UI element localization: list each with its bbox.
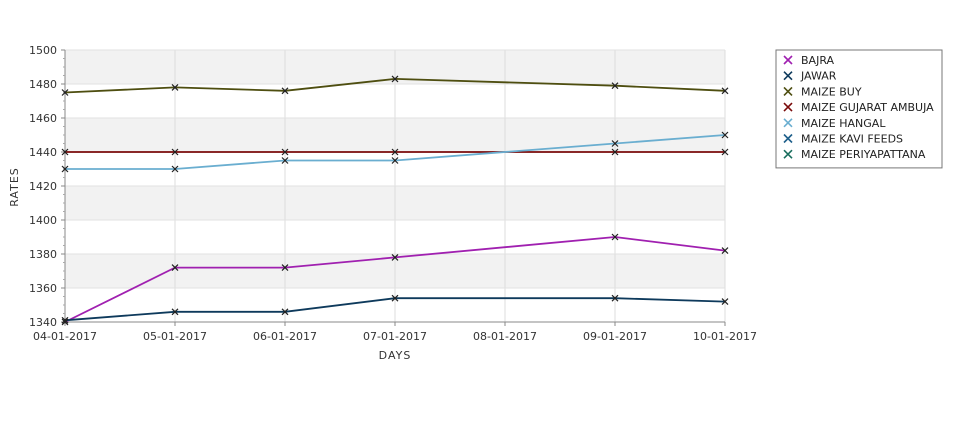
legend-swatch: [783, 133, 793, 144]
legend-item: MAIZE HANGAL: [783, 117, 886, 130]
data-point-marker: [281, 157, 289, 164]
x-tick-label: 09-01-2017: [583, 330, 647, 343]
data-point-marker: [611, 140, 619, 147]
legend-item: BAJRA: [783, 54, 835, 67]
legend-label: JAWAR: [800, 70, 837, 83]
legend-label: MAIZE HANGAL: [801, 117, 886, 130]
x-tick-label: 10-01-2017: [693, 330, 757, 343]
data-point-marker: [721, 247, 729, 255]
data-point-marker: [611, 294, 619, 302]
data-point-marker: [721, 87, 729, 95]
data-point-marker: [171, 165, 179, 173]
x-tick-label: 05-01-2017: [143, 330, 207, 343]
data-point-marker: [171, 308, 179, 316]
legend-label: MAIZE BUY: [801, 85, 862, 98]
data-point-marker: [391, 253, 399, 261]
legend-swatch: [783, 102, 793, 112]
legend-item: MAIZE GUJARAT AMBUJA: [783, 101, 934, 114]
y-tick-label: 1360: [29, 282, 57, 295]
data-point-marker: [171, 83, 179, 91]
legend: BAJRA JAWAR MAIZE BUY MAIZE GUJARAT AMBUJA M…: [775, 49, 943, 169]
data-point-marker: [171, 148, 179, 156]
data-point-marker: [61, 318, 69, 326]
data-point-marker: [171, 264, 179, 272]
data-point-marker: [61, 148, 69, 156]
legend-item: JAWAR: [783, 70, 837, 83]
series-line: [64, 77, 726, 94]
legend-swatch: [783, 86, 793, 96]
data-point-marker: [281, 87, 289, 95]
data-point-marker: [391, 148, 399, 156]
data-point-marker: [611, 148, 619, 156]
legend-swatch: [783, 118, 793, 128]
data-point-marker: [281, 264, 289, 272]
y-tick-label: 1480: [29, 78, 57, 91]
data-point-marker: [391, 75, 399, 83]
legend-item: MAIZE BUY: [783, 85, 862, 98]
x-axis-title: DAYS: [379, 349, 412, 362]
series-line: [65, 134, 726, 170]
legend-item: MAIZE PERIYAPATTANA: [783, 148, 926, 161]
x-tick-label: 08-01-2017: [473, 330, 537, 343]
tick-labels: 1340 1360 1380 1400 1420 1440 1460 1480 1500 04-0…: [29, 44, 757, 343]
y-tick-label: 1400: [29, 214, 57, 227]
series-layer: [61, 75, 729, 326]
data-point-marker: [61, 165, 69, 173]
x-tick-label: 04-01-2017: [33, 330, 97, 343]
data-point-marker: [611, 82, 619, 90]
legend-swatch: [783, 149, 793, 159]
data-point-marker: [391, 294, 399, 302]
data-point-marker: [281, 308, 289, 316]
y-tick-label: 1340: [29, 316, 57, 329]
data-point-marker: [391, 157, 399, 164]
y-tick-label: 1460: [29, 112, 57, 125]
data-point-marker: [721, 298, 729, 306]
legend-item: MAIZE KAVI FEEDS: [783, 133, 903, 146]
data-point-marker: [61, 316, 69, 324]
x-tick-label: 06-01-2017: [253, 330, 317, 343]
series-line: [64, 297, 726, 322]
legend-box: [775, 49, 943, 169]
y-tick-label: 1420: [29, 180, 57, 193]
data-point-marker: [611, 233, 619, 241]
axes: [61, 49, 726, 326]
data-point-marker: [721, 148, 729, 156]
x-tick-label: 07-01-2017: [363, 330, 427, 343]
y-tick-label: 1380: [29, 248, 57, 261]
legend-label: BAJRA: [801, 54, 835, 67]
series-line: [64, 236, 726, 323]
data-point-marker: [721, 131, 729, 139]
y-tick-label: 1440: [29, 146, 57, 159]
y-axis-title: RATES: [8, 167, 21, 207]
legend-swatch: [783, 71, 793, 81]
y-tick-label: 1500: [29, 44, 57, 57]
legend-swatch: [783, 55, 793, 65]
data-point-marker: [281, 148, 289, 156]
legend-label: MAIZE KAVI FEEDS: [801, 133, 903, 146]
data-point-marker: [61, 89, 69, 96]
legend-label: MAIZE PERIYAPATTANA: [801, 148, 926, 161]
legend-label: MAIZE GUJARAT AMBUJA: [801, 101, 934, 114]
